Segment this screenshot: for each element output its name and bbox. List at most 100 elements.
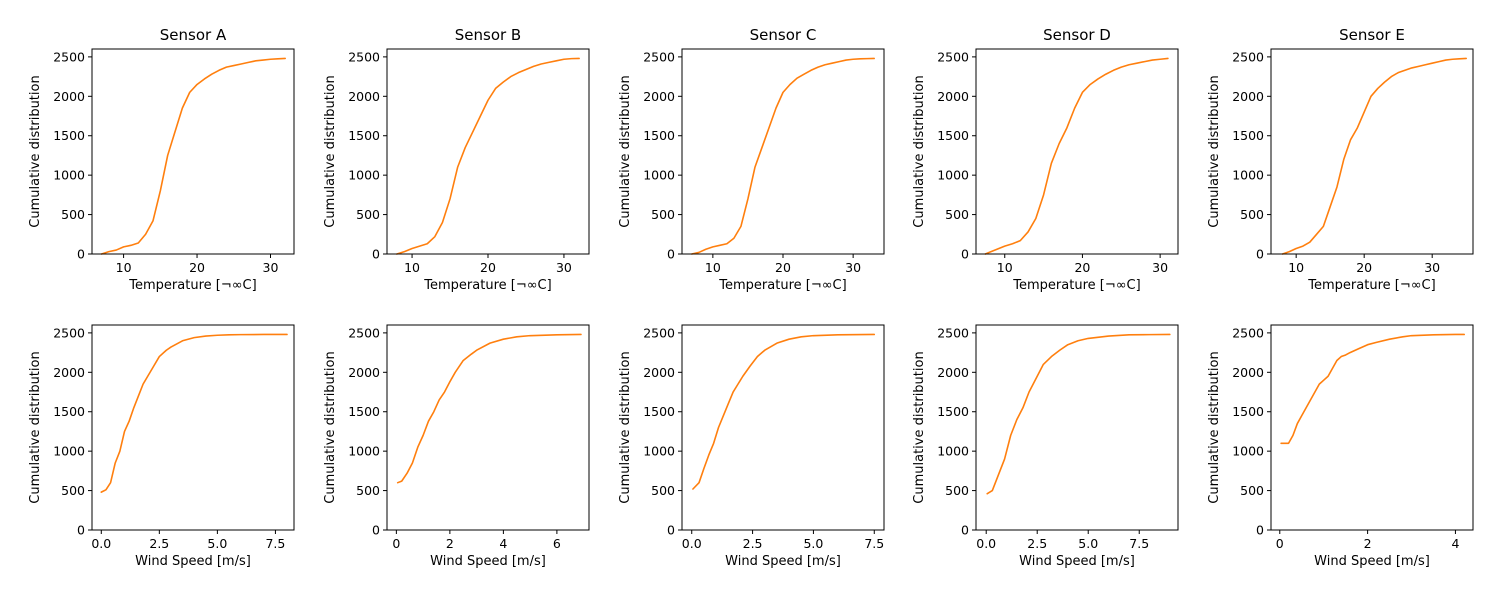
series-line (396, 333, 582, 484)
series-line (396, 57, 580, 255)
series-line (1280, 333, 1466, 445)
x-axis-label: Temperature [¬∞C] (718, 278, 846, 293)
y-tick-label: 2000 (643, 89, 675, 104)
y-tick-label: 2500 (1232, 49, 1264, 64)
plot-frame (1270, 48, 1474, 255)
y-tick-label: 1000 (643, 168, 675, 183)
x-axis-label: Wind Speed [m/s] (430, 554, 546, 569)
y-tick-label: 0 (1256, 247, 1264, 262)
chart-title: Sensor B (455, 26, 521, 44)
x-tick-label: 10 (404, 260, 420, 275)
y-tick-label: 2000 (1232, 89, 1264, 104)
x-tick-label: 2.5 (1027, 536, 1047, 551)
x-tick-label: 2.5 (743, 536, 763, 551)
plot-frame (386, 324, 590, 531)
series-line (100, 57, 286, 255)
y-tick-label: 2000 (348, 365, 380, 380)
x-tick-label: 0.0 (682, 536, 702, 551)
y-tick-label: 500 (945, 483, 969, 498)
plot-frame (975, 48, 1179, 255)
x-tick-label: 7.5 (1129, 536, 1149, 551)
y-tick-label: 1000 (1232, 168, 1264, 183)
x-axis-label: Temperature [¬∞C] (1307, 278, 1435, 293)
plot-frame (681, 48, 885, 255)
chart-panel-10: 0 2 4 0 500 1000 1500 2000 2500 Wind Speed [m/s] C… (1207, 324, 1474, 569)
x-tick-label: 5.0 (207, 536, 227, 551)
x-tick-label: 2.5 (149, 536, 169, 551)
chart-title: Sensor E (1339, 26, 1405, 44)
x-axis-label: Wind Speed [m/s] (1314, 554, 1430, 569)
chart-panel-5: 10 20 30 0 500 1000 1500 2000 2500 Temperature [¬… (1207, 26, 1474, 293)
y-tick-label: 1000 (348, 444, 380, 459)
y-tick-label: 2500 (937, 49, 969, 64)
x-axis-label: Wind Speed [m/s] (135, 554, 251, 569)
y-tick-label: 1000 (53, 444, 85, 459)
y-axis-label: Cumulative distribution (1207, 351, 1222, 503)
x-tick-label: 10 (997, 260, 1013, 275)
y-tick-label: 1500 (1232, 128, 1264, 143)
x-tick-label: 2 (446, 536, 454, 551)
y-tick-label: 500 (1240, 207, 1264, 222)
y-axis-label: Cumulative distribution (28, 351, 43, 503)
y-tick-label: 2000 (348, 89, 380, 104)
chart-title: Sensor A (160, 26, 227, 44)
y-tick-label: 2500 (348, 325, 380, 340)
x-tick-label: 7.5 (265, 536, 285, 551)
y-tick-label: 1500 (643, 128, 675, 143)
x-tick-label: 0 (392, 536, 400, 551)
y-tick-label: 0 (667, 247, 675, 262)
y-tick-label: 0 (77, 247, 85, 262)
y-tick-label: 0 (77, 523, 85, 538)
x-tick-label: 4 (1451, 536, 1459, 551)
y-tick-label: 2000 (937, 89, 969, 104)
series-line (984, 57, 1169, 255)
y-tick-label: 500 (61, 483, 85, 498)
chart-title: Sensor C (750, 26, 817, 44)
y-tick-label: 0 (372, 247, 380, 262)
chart-title: Sensor D (1043, 26, 1111, 44)
y-axis-label: Cumulative distribution (323, 351, 338, 503)
y-axis-label: Cumulative distribution (323, 75, 338, 227)
plot-frame (975, 324, 1179, 531)
plot-frame (681, 324, 885, 531)
y-tick-label: 2500 (643, 49, 675, 64)
y-tick-label: 500 (356, 207, 380, 222)
chart-panel-6: 0.0 2.5 5.0 7.5 0 500 1000 1500 2000 2500 Wind Spe… (28, 324, 295, 569)
x-tick-label: 20 (189, 260, 205, 275)
y-tick-label: 2000 (1232, 365, 1264, 380)
y-tick-label: 2500 (937, 325, 969, 340)
series-line (1281, 57, 1467, 255)
x-tick-label: 6 (553, 536, 561, 551)
x-tick-label: 2 (1364, 536, 1372, 551)
x-tick-label: 20 (1356, 260, 1372, 275)
y-axis-label: Cumulative distribution (618, 75, 633, 227)
y-tick-label: 1500 (53, 128, 85, 143)
series-line (691, 57, 875, 255)
plot-frame (91, 48, 295, 255)
y-axis-label: Cumulative distribution (1207, 75, 1222, 227)
x-tick-label: 0 (1276, 536, 1284, 551)
y-tick-label: 1000 (348, 168, 380, 183)
y-tick-label: 2000 (53, 365, 85, 380)
y-tick-label: 500 (356, 483, 380, 498)
x-axis-label: Wind Speed [m/s] (725, 554, 841, 569)
series-line (986, 333, 1171, 495)
chart-panel-8: 0.0 2.5 5.0 7.5 0 500 1000 1500 2000 2500 Wind Spe… (618, 324, 885, 569)
y-axis-label: Cumulative distribution (28, 75, 43, 227)
chart-panel-3: 10 20 30 0 500 1000 1500 2000 2500 Temperature [¬… (618, 26, 885, 293)
plot-frame (91, 324, 295, 531)
y-tick-label: 2500 (53, 49, 85, 64)
y-axis-label: Cumulative distribution (912, 351, 927, 503)
x-axis-label: Wind Speed [m/s] (1019, 554, 1135, 569)
x-axis-label: Temperature [¬∞C] (1012, 278, 1140, 293)
chart-panel-1: 10 20 30 0 500 1000 1500 2000 2500 Temperature [¬… (28, 26, 295, 293)
y-tick-label: 500 (61, 207, 85, 222)
y-tick-label: 1000 (53, 168, 85, 183)
y-tick-label: 2000 (53, 89, 85, 104)
y-tick-label: 1500 (643, 404, 675, 419)
series-line (692, 333, 876, 490)
y-tick-label: 1500 (1232, 404, 1264, 419)
chart-panel-2: 10 20 30 0 500 1000 1500 2000 2500 Temperature [¬… (323, 26, 590, 293)
series-line (100, 333, 288, 493)
